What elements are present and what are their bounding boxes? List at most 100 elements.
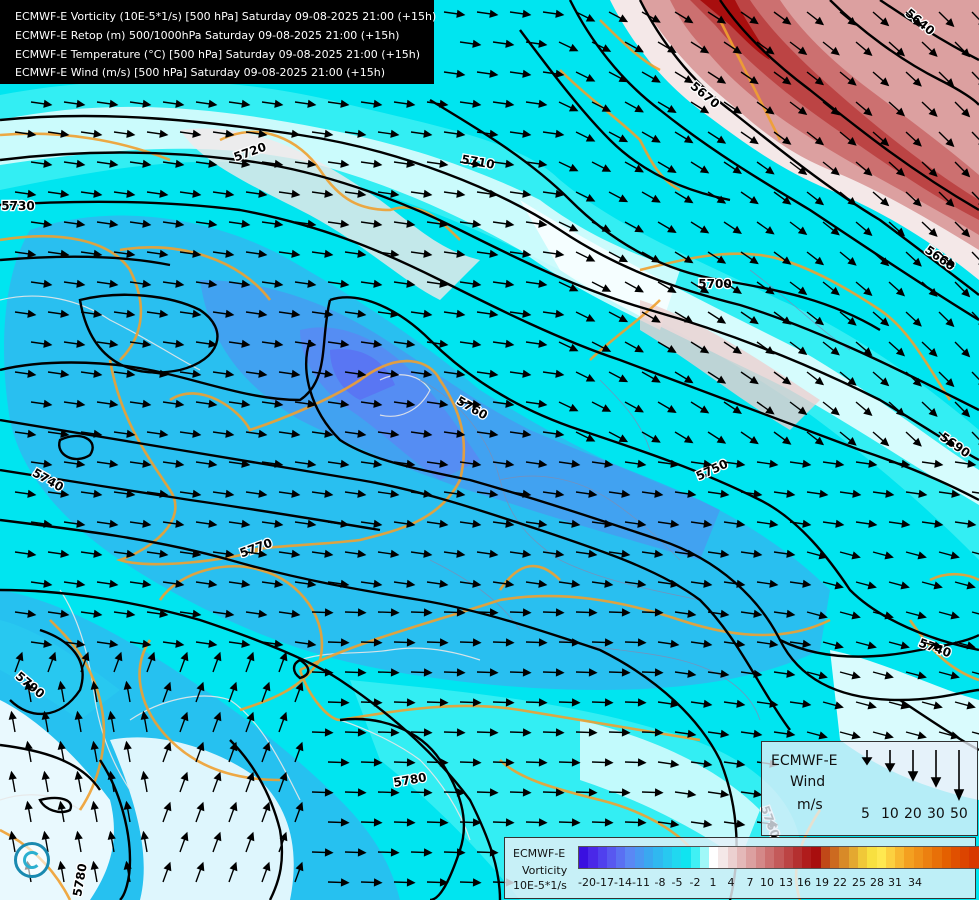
wind-legend-unit: m/s xyxy=(797,797,823,813)
wind-arrow-head xyxy=(604,638,614,647)
wind-arrow-head xyxy=(667,44,677,53)
wind-arrow-head xyxy=(241,99,251,108)
wind-arrow-head xyxy=(180,651,189,662)
wind-arrow-head xyxy=(538,339,548,348)
wind-arrow-head xyxy=(324,489,334,498)
wind-arrow-head xyxy=(423,369,433,378)
vorticity-tick-label: 19 xyxy=(815,876,829,889)
wind-arrow-head xyxy=(538,279,548,288)
wind-arrow-head xyxy=(654,788,664,797)
wind-arrow-head xyxy=(57,860,66,870)
wind-arrow-head xyxy=(961,228,971,238)
wind-arrow-head xyxy=(716,375,727,384)
wind-arrow-head xyxy=(340,818,350,827)
wind-arrow-head xyxy=(618,74,629,83)
wind-arrow-head xyxy=(555,369,565,378)
wind-arrow-head xyxy=(439,698,449,707)
wind-arrow-head xyxy=(423,788,433,797)
wind-arrow-head xyxy=(123,740,132,750)
wind-arrow-head xyxy=(830,286,840,296)
wind-arrow-head xyxy=(601,44,612,52)
wind-arrow-head xyxy=(357,129,367,138)
wind-arrow-head xyxy=(654,728,664,737)
wind-arrow-head xyxy=(571,579,581,588)
wind-arrow-head xyxy=(917,731,927,740)
wind-arrow-head xyxy=(683,15,694,24)
wind-arrow-head xyxy=(27,369,37,378)
wind-arrow-head xyxy=(225,429,235,438)
wind-arrow-head xyxy=(208,519,218,528)
wind-arrow-head xyxy=(241,399,251,408)
wind-arrow-head xyxy=(109,339,119,348)
wind-arrow-head xyxy=(945,318,955,328)
wind-arrow-head xyxy=(196,861,205,872)
wind-arrow-head xyxy=(27,249,37,258)
wind-arrow-head xyxy=(406,159,416,168)
wind-arrow-head xyxy=(687,729,697,738)
wind-arrow-head xyxy=(847,197,857,206)
wind-arrow-head xyxy=(340,159,350,168)
wind-arrow-head xyxy=(749,315,759,325)
colorbar-swatch xyxy=(616,847,626,868)
wind-arrow-head xyxy=(951,489,961,498)
vorticity-tick-label: 13 xyxy=(779,876,793,889)
wind-arrow-head xyxy=(109,279,119,288)
wind-arrow-head xyxy=(604,818,614,827)
wind-arrow-head xyxy=(769,579,779,588)
wind-arrow-head xyxy=(522,489,532,498)
wind-arrow-head xyxy=(782,316,792,325)
wind-arrow-head xyxy=(208,219,218,228)
wind-arrow xyxy=(971,731,979,735)
wind-arrow-head xyxy=(109,579,119,588)
wind-arrow-head xyxy=(93,609,103,618)
wind-arrow-head xyxy=(159,429,169,438)
wind-arrow-head xyxy=(373,159,383,168)
wind-arrow-head xyxy=(555,728,565,737)
wind-arrow-head xyxy=(703,519,713,528)
colorbar-swatch xyxy=(904,847,914,868)
wind-arrow-head xyxy=(229,741,238,752)
wind-arrow-head xyxy=(241,639,251,648)
colorbar-swatch xyxy=(653,847,663,868)
wind-arrow-head xyxy=(716,15,727,24)
wind-arrow-head xyxy=(456,309,466,318)
vorticity-tick-label: 1 xyxy=(709,876,717,889)
wind-arrow-head xyxy=(423,129,433,138)
colorbar-swatch xyxy=(830,847,840,868)
wind-arrow-head xyxy=(126,309,136,318)
wind-arrow-head xyxy=(797,406,808,416)
wind-arrow-head xyxy=(126,609,136,618)
wind-arrow-head xyxy=(241,519,251,528)
colorbar-swatch xyxy=(960,847,970,868)
wind-arrow-head xyxy=(847,137,857,146)
wind-arrow xyxy=(971,611,979,615)
wind-arrow-head xyxy=(109,459,119,468)
wind-arrow-head xyxy=(472,758,482,767)
wind-arrow-head xyxy=(522,608,532,617)
wind-arrow-head xyxy=(279,711,288,722)
wind-arrow-head xyxy=(797,46,808,56)
colorbar-swatch xyxy=(671,847,682,868)
wind-arrow-head xyxy=(225,549,235,558)
wind-arrow-head xyxy=(373,219,383,228)
wind-arrow-head xyxy=(683,75,694,84)
wind-arrow-head xyxy=(472,279,482,288)
wind-arrow-head xyxy=(917,551,927,560)
wind-arrow-head xyxy=(423,549,433,558)
wind-arrow-head xyxy=(439,579,449,588)
wind-arrow-head xyxy=(637,698,647,707)
wind-arrow-head xyxy=(732,165,742,174)
wind-arrow-head xyxy=(258,309,268,318)
wind-arrow-head xyxy=(753,489,763,498)
vorticity-tick-label: -5 xyxy=(671,876,683,889)
wind-arrow-head xyxy=(818,671,828,680)
wind-arrow-head xyxy=(390,728,400,737)
wind-arrow-head xyxy=(814,256,825,266)
wind-arrow-head xyxy=(295,741,304,752)
wind-arrow-head xyxy=(814,76,825,86)
wind-arrow-head xyxy=(928,407,938,417)
wind-arrow-head xyxy=(621,788,631,797)
wind-arrow-head xyxy=(588,608,598,617)
wind-arrow-head xyxy=(522,728,532,737)
